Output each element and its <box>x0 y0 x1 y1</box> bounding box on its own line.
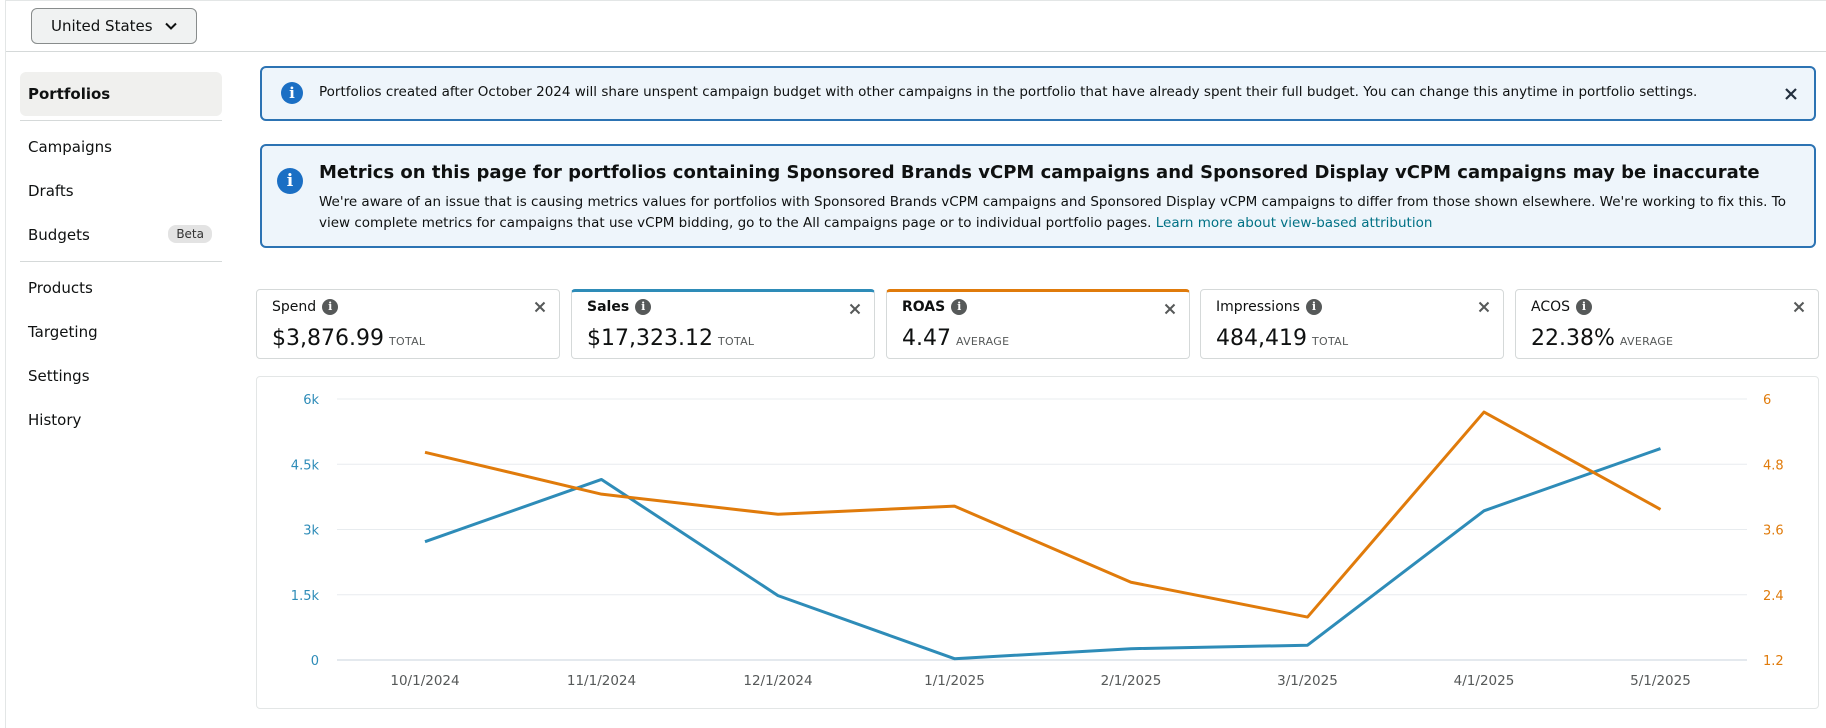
close-icon[interactable] <box>1477 300 1491 314</box>
x-tick-label: 11/1/2024 <box>567 673 636 689</box>
metric-name: Impressions <box>1216 299 1300 315</box>
metric-value: 22.38% <box>1531 326 1615 351</box>
metric-value: 484,419 <box>1216 326 1307 351</box>
beta-badge: Beta <box>168 225 212 243</box>
top-bar: United States <box>6 0 1826 52</box>
y-right-tick-label: 1.2 <box>1763 654 1784 669</box>
metric-aggregate: AVERAGE <box>1619 335 1674 348</box>
metrics-warning-alert: i Metrics on this page for portfolios co… <box>260 144 1816 248</box>
divider <box>20 261 222 262</box>
country-selector[interactable]: United States <box>31 8 197 44</box>
chevron-down-icon <box>165 22 177 30</box>
metric-card-impressions[interactable]: Impressions i 484,419 TOTAL <box>1200 289 1504 359</box>
y-right-tick-label: 2.4 <box>1763 589 1784 604</box>
x-tick-label: 3/1/2025 <box>1277 673 1338 689</box>
x-tick-label: 4/1/2025 <box>1454 673 1515 689</box>
info-icon: i <box>277 168 303 194</box>
sidebar-nav: Portfolios Campaigns Drafts Budgets Beta… <box>20 72 222 442</box>
metric-card-roas[interactable]: ROAS i 4.47 AVERAGE <box>886 289 1190 359</box>
sidebar-item-drafts[interactable]: Drafts <box>28 182 74 200</box>
y-left-tick-label: 6k <box>303 393 319 408</box>
series-line-sales <box>424 447 1661 661</box>
metric-name: Sales <box>587 299 630 315</box>
close-icon[interactable] <box>1784 87 1798 101</box>
close-icon[interactable] <box>1792 300 1806 314</box>
sidebar-item-portfolios[interactable]: Portfolios <box>20 72 222 116</box>
y-left-tick-label: 0 <box>311 654 319 669</box>
country-label: United States <box>51 17 153 35</box>
x-tick-label: 12/1/2024 <box>743 673 812 689</box>
sidebar-item-targeting[interactable]: Targeting <box>28 323 98 341</box>
alert-body: We're aware of an issue that is causing … <box>319 194 1786 231</box>
metric-aggregate: TOTAL <box>388 335 426 348</box>
y-left-tick-label: 1.5k <box>291 589 320 604</box>
y-left-tick-label: 4.5k <box>291 458 320 473</box>
metric-aggregate: TOTAL <box>1311 335 1349 348</box>
metric-name: ACOS <box>1531 299 1571 315</box>
y-right-tick-label: 6 <box>1763 393 1771 408</box>
info-icon[interactable]: i <box>951 299 968 315</box>
metric-aggregate: AVERAGE <box>955 335 1010 348</box>
metric-value: 4.47 <box>902 326 951 351</box>
metric-value: $3,876.99 <box>272 326 384 351</box>
view-attribution-link[interactable]: Learn more about view-based attribution <box>1155 215 1433 231</box>
portfolio-budget-alert: i Portfolios created after October 2024 … <box>260 66 1816 121</box>
x-tick-label: 5/1/2025 <box>1630 673 1691 689</box>
info-icon[interactable]: i <box>1576 299 1593 315</box>
metric-name: ROAS <box>902 299 946 315</box>
x-tick-label: 1/1/2025 <box>924 673 985 689</box>
metric-aggregate: TOTAL <box>717 335 755 348</box>
close-icon[interactable] <box>533 300 547 314</box>
sidebar-item-products[interactable]: Products <box>28 279 93 297</box>
y-right-tick-label: 3.6 <box>1763 524 1784 539</box>
close-icon[interactable] <box>1163 302 1177 316</box>
sidebar-item-history[interactable]: History <box>28 411 82 429</box>
metric-name: Spend <box>272 299 317 315</box>
y-right-tick-label: 4.8 <box>1763 458 1784 473</box>
alert-title: Metrics on this page for portfolios cont… <box>319 162 1760 183</box>
info-icon: i <box>281 82 303 104</box>
sidebar-item-campaigns[interactable]: Campaigns <box>28 138 113 156</box>
line-chart-svg: 0 1.5k 3k 4.5k 6k 1.2 2.4 3.6 4.8 6 10/1/2024 11/1/… <box>291 393 1784 689</box>
metric-card-acos[interactable]: ACOS i 22.38% AVERAGE <box>1515 289 1819 359</box>
x-tick-label: 2/1/2025 <box>1101 673 1162 689</box>
info-icon[interactable]: i <box>322 299 339 315</box>
series-line-roas <box>424 410 1662 619</box>
sidebar-item-settings[interactable]: Settings <box>28 367 90 385</box>
metric-card-spend[interactable]: Spend i $3,876.99 TOTAL <box>256 289 560 359</box>
info-icon[interactable]: i <box>1305 299 1322 315</box>
left-border <box>5 0 6 728</box>
alert-message: Portfolios created after October 2024 wi… <box>319 84 1698 100</box>
x-tick-label: 10/1/2024 <box>390 673 459 689</box>
info-icon[interactable]: i <box>635 299 652 315</box>
y-left-tick-label: 3k <box>303 524 319 539</box>
divider <box>20 120 222 121</box>
metric-value: $17,323.12 <box>587 326 713 351</box>
close-icon[interactable] <box>848 302 862 316</box>
performance-chart: 0 1.5k 3k 4.5k 6k 1.2 2.4 3.6 4.8 6 10/1/2024 11/1/… <box>256 376 1819 709</box>
sidebar-item-budgets[interactable]: Budgets Beta <box>20 213 222 257</box>
metric-card-sales[interactable]: Sales i $17,323.12 TOTAL <box>571 289 875 359</box>
